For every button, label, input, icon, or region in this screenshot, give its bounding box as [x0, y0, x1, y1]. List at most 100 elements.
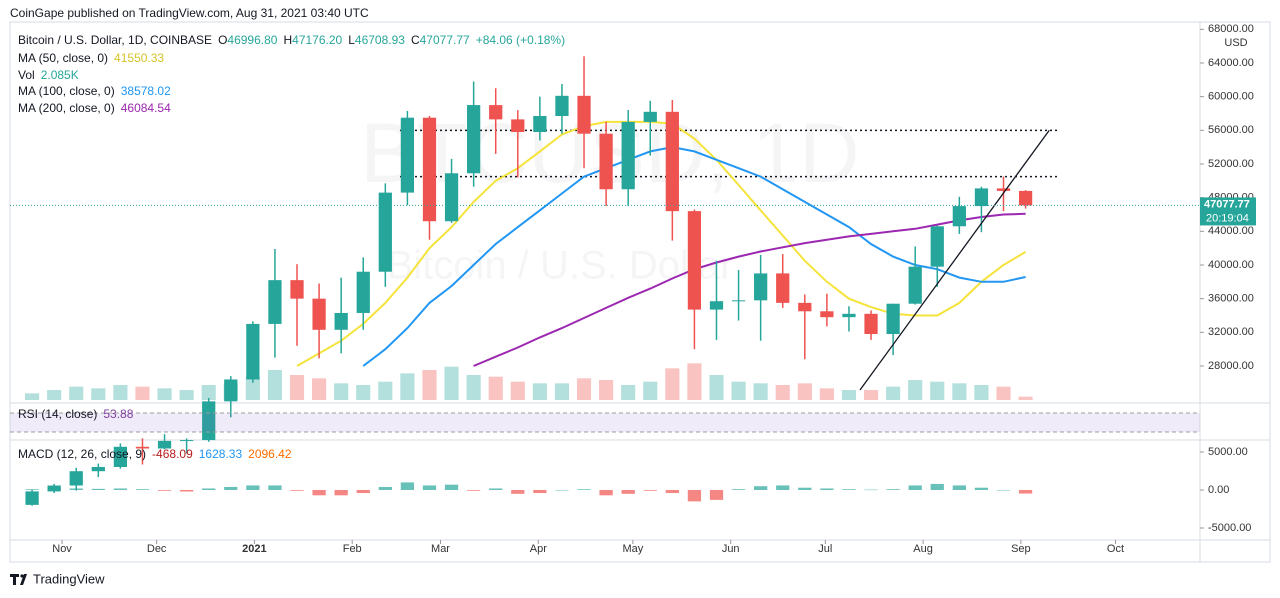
volume-bar	[422, 370, 437, 400]
y-tick-label: 56000.00	[1208, 124, 1254, 136]
macd-histogram-bar	[268, 485, 282, 490]
currency-label: USD	[1224, 37, 1247, 49]
candle-body	[157, 440, 172, 449]
legend-item: RSI (14, close)	[18, 407, 97, 421]
volume-bar	[532, 383, 547, 400]
candle-body	[643, 111, 657, 122]
volume-bar	[1018, 396, 1033, 400]
macd-histogram-bar	[996, 489, 1011, 491]
candle-body	[754, 273, 768, 301]
candle-body	[69, 471, 83, 486]
candle-body	[930, 226, 944, 267]
y-tick-label: 28000.00	[1208, 360, 1254, 372]
candle-body	[378, 192, 392, 272]
legend-line: MACD (12, 26, close, 9) -468.09 1628.33 209…	[18, 447, 292, 461]
volume-bar	[157, 388, 172, 400]
legend-line: Vol 2.085K	[18, 68, 79, 82]
moving-average-line	[296, 120, 1027, 367]
macd-histogram-bar	[511, 489, 525, 494]
candle-body	[665, 111, 679, 212]
candle-body	[974, 188, 989, 207]
macd-histogram-bar	[400, 482, 415, 490]
x-tick-label: Jul	[818, 543, 832, 555]
legend-item: +84.06 (+0.18%)	[476, 33, 565, 47]
volume-bar	[886, 386, 901, 400]
legend-item: 1628.33	[199, 447, 243, 461]
volume-bar	[312, 378, 327, 400]
macd-histogram-bar	[908, 485, 922, 490]
volume-bar	[378, 381, 393, 400]
macd-histogram-bar	[312, 489, 326, 496]
volume-bar	[797, 383, 812, 400]
volume-bar	[201, 385, 216, 400]
macd-histogram-bar	[180, 489, 194, 492]
volume-bar	[245, 376, 260, 400]
candle-body	[246, 323, 260, 380]
volume-bar	[863, 390, 879, 400]
candle-body	[47, 485, 61, 492]
candle-body	[709, 301, 724, 310]
volume-bar	[930, 381, 945, 400]
candle-body	[952, 206, 966, 227]
macd-histogram-bar	[1018, 489, 1033, 494]
macd-histogram-bar	[886, 489, 900, 490]
volume-bar	[69, 386, 84, 400]
x-tick-label: Apr	[530, 543, 547, 555]
macd-histogram-bar	[202, 488, 216, 490]
candle-body	[467, 105, 481, 174]
y-tick-label: 40000.00	[1208, 259, 1254, 271]
moving-average-line	[473, 212, 1026, 367]
frame	[9, 21, 1271, 563]
candle-body	[621, 121, 635, 190]
macd-histogram-bar	[577, 489, 591, 490]
legend-item: MA (50, close, 0)	[18, 51, 108, 65]
y-tick-label: 44000.00	[1208, 225, 1254, 237]
volume-bar	[488, 376, 503, 400]
candle-body	[511, 119, 525, 133]
macd-histogram-bar	[731, 489, 746, 490]
volume-bar	[289, 375, 305, 400]
legend-item: L	[348, 33, 355, 47]
volume-bar	[179, 390, 194, 400]
macd-histogram-bar	[555, 489, 569, 491]
macd-histogram-bar	[422, 485, 437, 490]
volume-bar	[25, 393, 40, 400]
volume-bar	[510, 381, 525, 400]
candle-body	[864, 313, 878, 335]
legend-item: 2.085K	[41, 68, 79, 82]
volume-bar	[908, 380, 923, 400]
volume-bar	[356, 385, 371, 400]
legend-line: Bitcoin / U.S. Dollar, 1D, COINBASE O4699…	[18, 33, 565, 47]
legend-line: MA (200, close, 0) 46084.54	[18, 101, 171, 115]
legend-item: 38578.02	[121, 84, 171, 98]
macd-histogram-bar	[599, 489, 613, 496]
macd-histogram-bar	[798, 487, 812, 490]
candle-body	[180, 440, 194, 442]
candle-body	[599, 133, 613, 190]
legend-item: -468.09	[152, 447, 193, 461]
volume-bar	[841, 390, 857, 400]
candle-body	[842, 313, 856, 318]
macd-histogram-bar	[754, 486, 768, 490]
macd-histogram-bar	[842, 489, 856, 490]
volume-bar	[643, 381, 658, 400]
candle-body	[776, 273, 790, 303]
volume-bar	[665, 368, 680, 400]
y-tick-label: 0.00	[1208, 484, 1229, 496]
macd-histogram-bar	[489, 488, 503, 490]
macd-histogram-bar	[776, 485, 790, 490]
volume-bar	[599, 380, 614, 400]
candle-body	[268, 280, 282, 324]
brand-logo	[10, 574, 27, 585]
volume-bar	[775, 385, 790, 400]
volume-bar	[466, 375, 481, 400]
candle-body	[996, 188, 1011, 191]
candle-body	[555, 95, 569, 117]
legend-line: MA (50, close, 0) 41550.33	[18, 51, 164, 65]
y-tick-label: 5000.00	[1208, 446, 1248, 458]
legend-item: O	[218, 33, 227, 47]
legend-item: 41550.33	[114, 51, 164, 65]
macd-histogram-bar	[952, 485, 966, 490]
macd-histogram-bar	[69, 488, 83, 490]
y-tick-label: 68000.00	[1208, 23, 1254, 35]
